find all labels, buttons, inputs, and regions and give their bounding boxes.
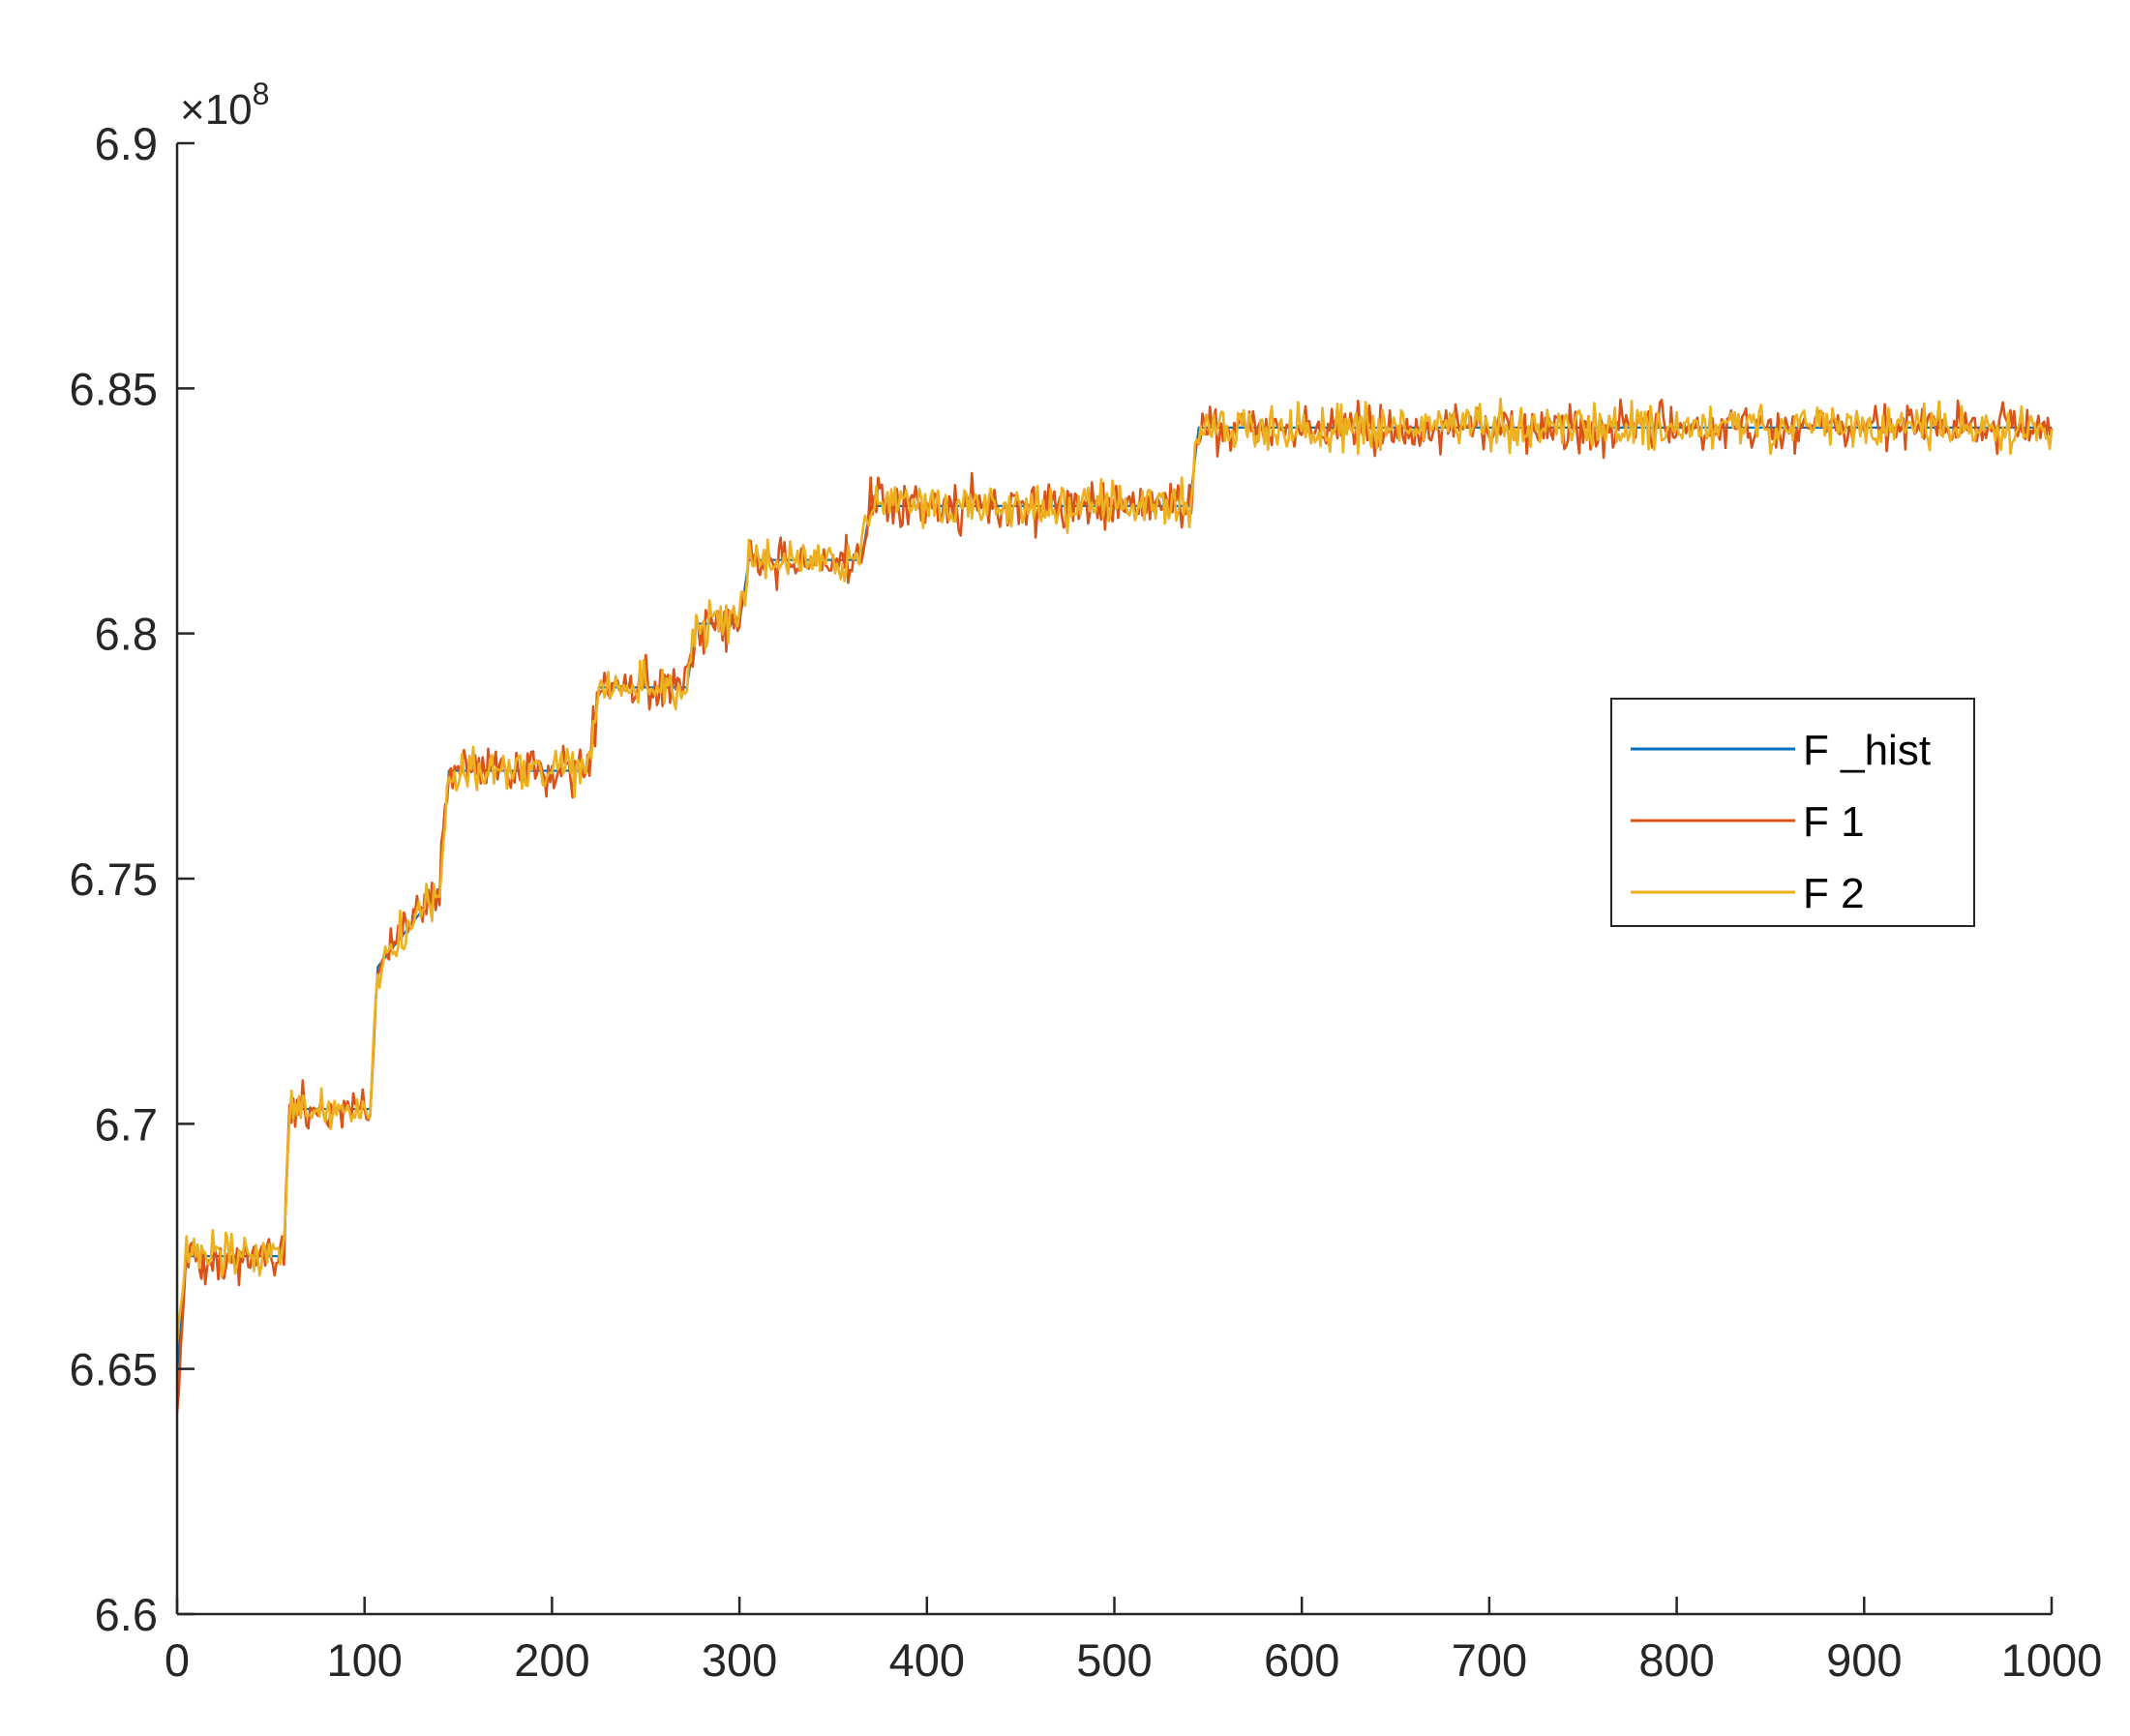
x-tick-label: 600 [1264, 1634, 1339, 1686]
axes [175, 141, 2054, 1616]
y-tick-label: 6.75 [70, 853, 158, 905]
x-tick-label: 0 [165, 1634, 190, 1686]
tick-labels: 0 100 200 300 400 500 600 700 800 900 1000 6.6 6.65 6… [70, 118, 2103, 1686]
x-tick-label: 300 [702, 1634, 777, 1686]
y-tick-label: 6.9 [95, 118, 158, 169]
series-layer [175, 397, 2054, 1414]
x-tick-label: 100 [326, 1634, 402, 1686]
y-tick-label: 6.7 [95, 1098, 158, 1150]
y-exponent-label: ×108 [180, 76, 269, 134]
x-tick-label: 400 [889, 1634, 965, 1686]
x-tick-label: 800 [1638, 1634, 1714, 1686]
legend-label: F _hist [1803, 727, 1931, 774]
x-tick-label: 500 [1076, 1634, 1152, 1686]
x-tick-label: 700 [1452, 1634, 1527, 1686]
legend-label: F 2 [1803, 870, 1865, 917]
x-tick-label: 1000 [2001, 1634, 2103, 1686]
x-tick-label: 200 [514, 1634, 589, 1686]
legend-box [1610, 698, 1975, 927]
legend: F _hist F 1 F 2 [1610, 698, 1975, 927]
y-tick-label: 6.65 [70, 1344, 158, 1395]
x-tick-label: 900 [1826, 1634, 1902, 1686]
y-tick-label: 6.6 [95, 1589, 158, 1640]
legend-label: F 1 [1803, 798, 1865, 846]
series-line-3 [175, 397, 2054, 1345]
y-tick-label: 6.8 [95, 609, 158, 660]
y-tick-label: 6.85 [70, 363, 158, 414]
